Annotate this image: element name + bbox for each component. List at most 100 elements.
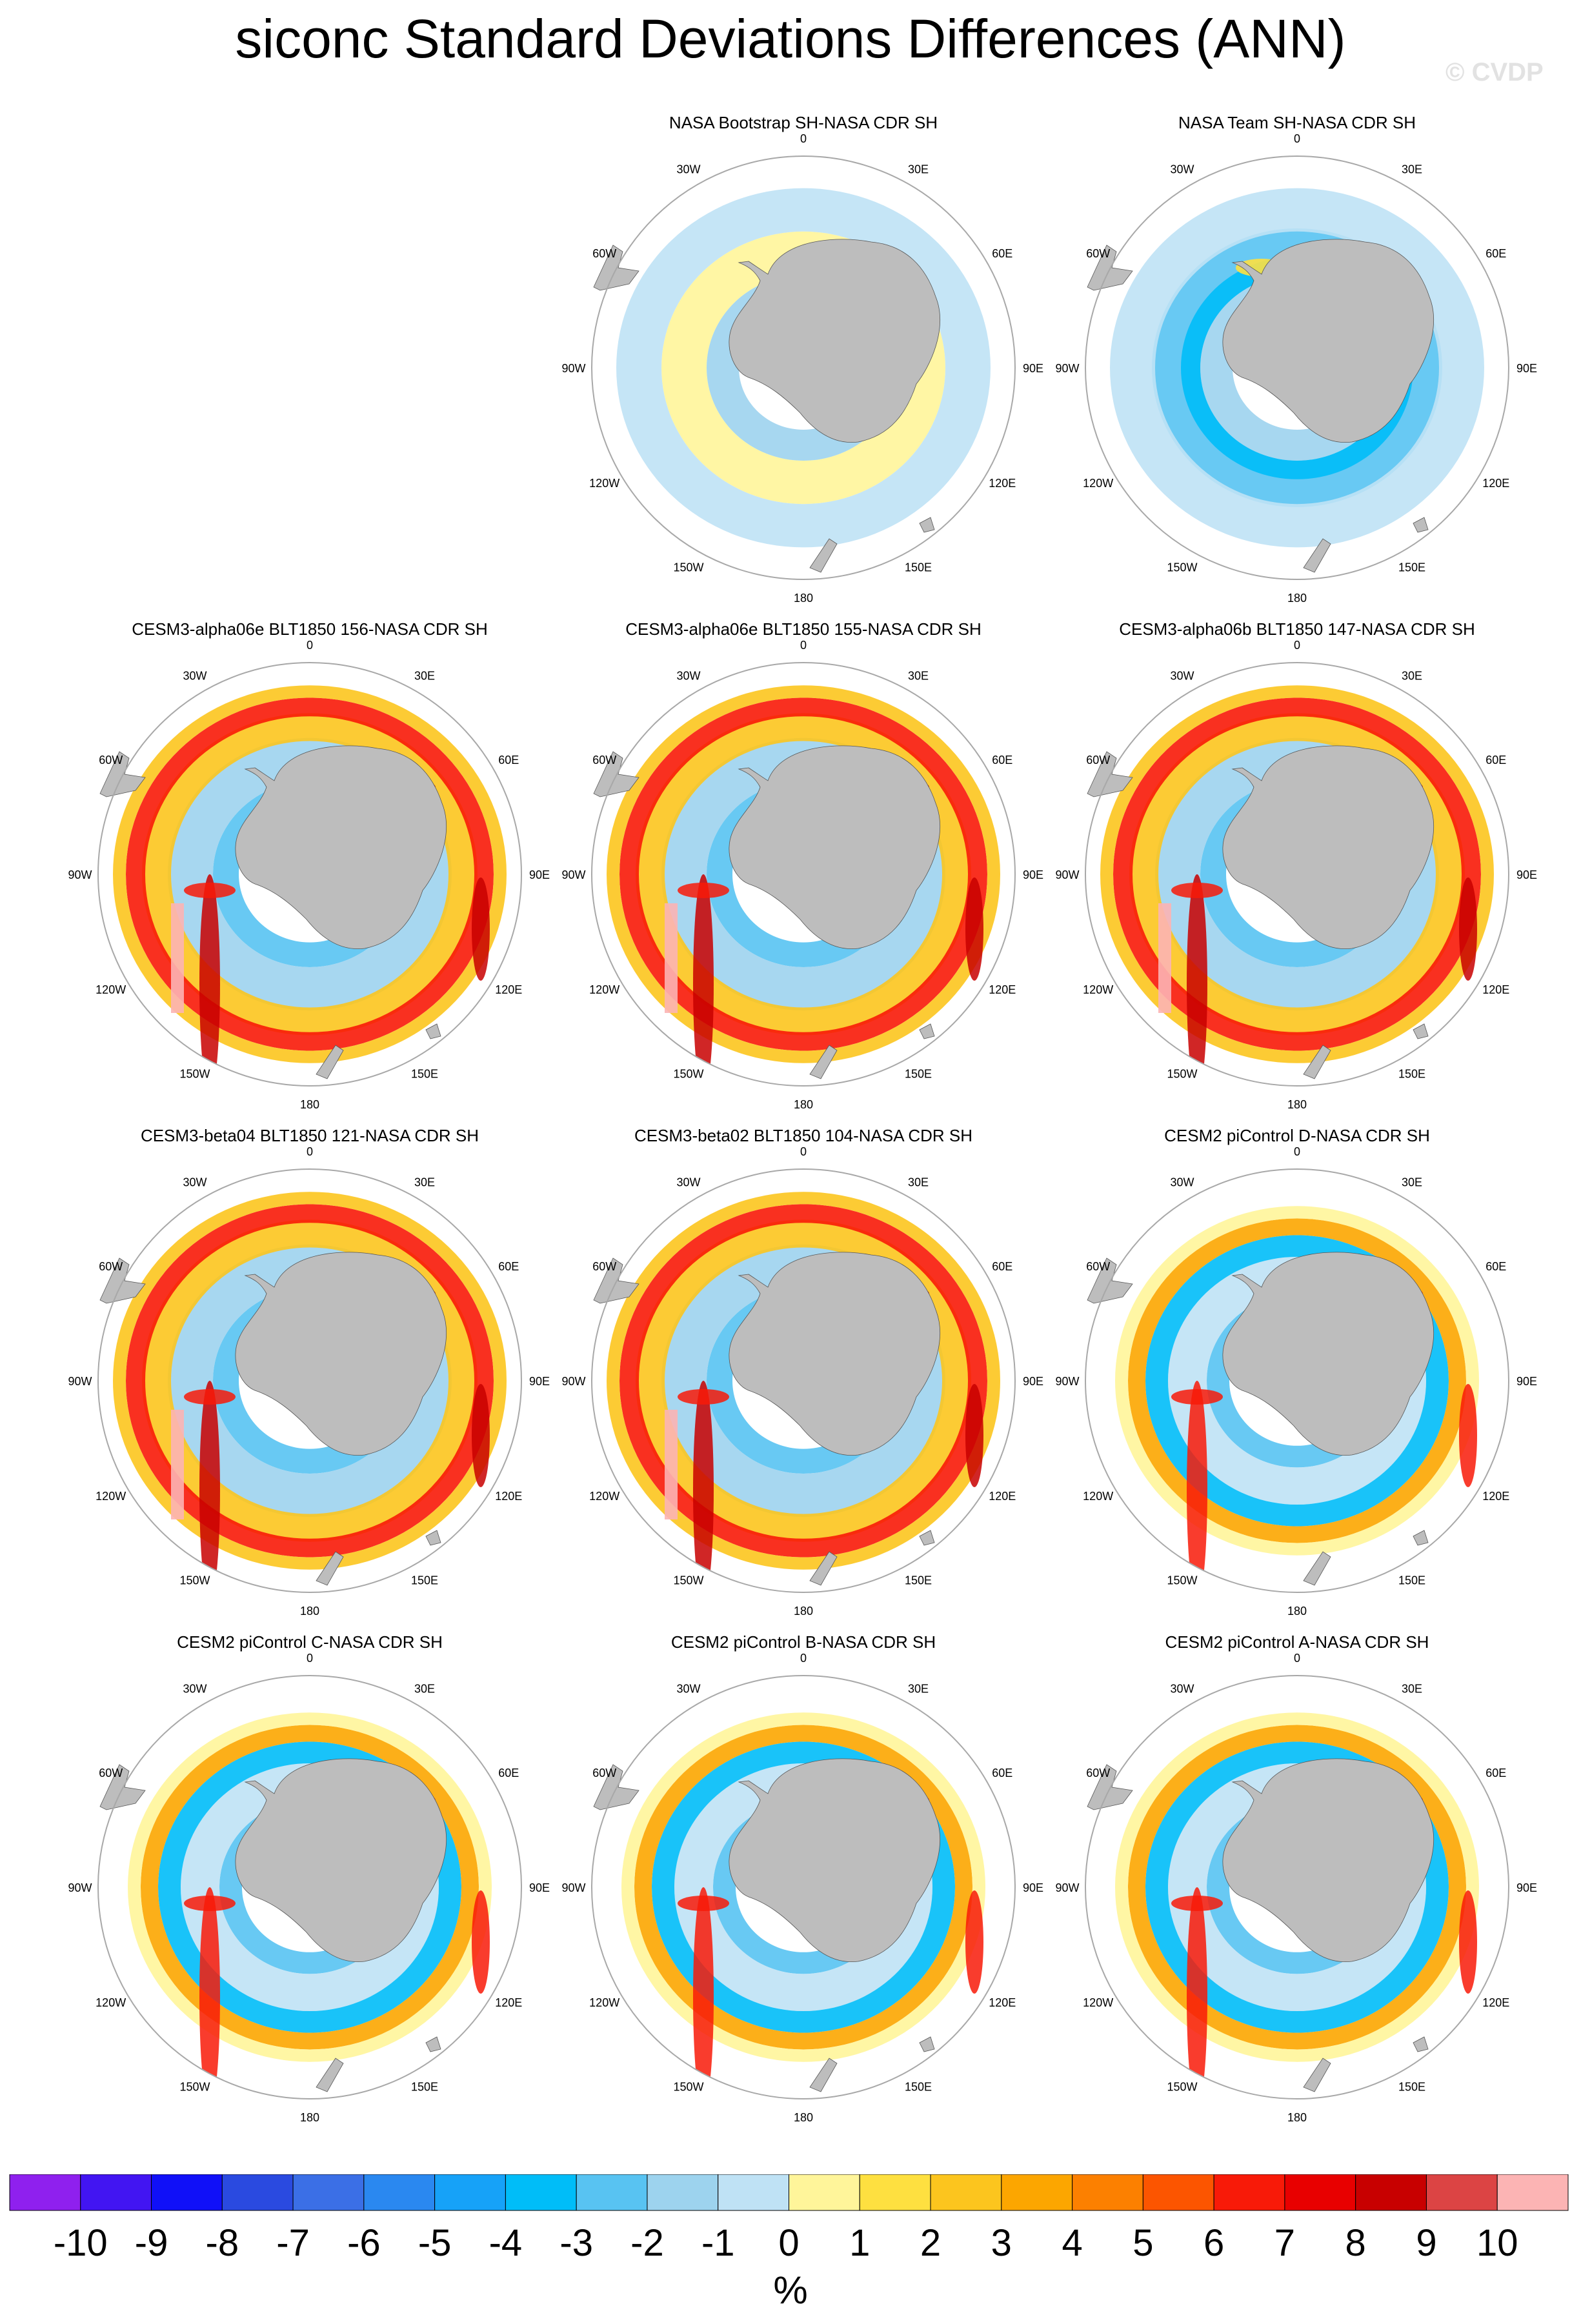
longitude-label: 60W	[592, 1767, 616, 1779]
anomaly-hotspot	[965, 1384, 983, 1487]
longitude-label: 60E	[1485, 1767, 1506, 1779]
panel-title: NASA Team SH-NASA CDR SH	[1178, 113, 1416, 132]
longitude-label: 120W	[96, 1490, 126, 1503]
colorbar-swatch	[221, 2174, 294, 2211]
longitude-label: 60E	[498, 1767, 519, 1779]
longitude-label: 90W	[561, 1881, 585, 1894]
colorbar-swatch	[647, 2174, 719, 2211]
longitude-label: 120E	[495, 1490, 522, 1503]
longitude-label: 30W	[676, 163, 700, 176]
longitude-label: 60W	[1086, 754, 1110, 766]
polar-map: 0 30E 60E 90E 120E 150E 180 150W 120W 90W 60W 30W	[68, 1145, 550, 1618]
antarctica-landmass	[235, 745, 447, 950]
longitude-label: 120E	[1482, 1490, 1509, 1503]
map-boundary	[1085, 662, 1509, 1087]
longitude-label: 30E	[908, 1176, 929, 1189]
longitude-label: 90W	[561, 1375, 585, 1388]
longitude-label: 0	[1294, 1652, 1300, 1665]
longitude-label: 180	[300, 1605, 319, 1618]
anomaly-hotspot	[665, 903, 678, 1013]
longitude-label: 120W	[1083, 1490, 1113, 1503]
longitude-label: 150W	[673, 561, 703, 574]
polar-map: 0 30E 60E 90E 120E 150E 180 150W 120W 90W 60W 30W	[68, 639, 550, 1111]
longitude-label: 90W	[1055, 868, 1079, 881]
colorbar: -10 -9 -8 -7 -6 -5 -4 -3 -2 -1 0 1 2 3 4 5 6 7 8 9 10	[9, 2174, 1569, 2264]
new-zealand-landmass	[1303, 1551, 1331, 1586]
map-panel: CESM3-alpha06b BLT1850 147-NASA CDR SH 0 3…	[1049, 619, 1546, 1129]
longitude-label: 180	[1287, 1605, 1307, 1618]
colorbar-tick-label: 2	[920, 2222, 941, 2264]
sea-ice-field	[616, 188, 991, 548]
longitude-label: 120E	[495, 983, 522, 996]
anomaly-hotspot	[472, 877, 490, 981]
new-zealand-landmass	[316, 1551, 344, 1586]
longitude-label: 30E	[1402, 670, 1422, 683]
map-panel: CESM2 piControl B-NASA CDR SH 0 30E 60E 90E 1…	[555, 1632, 1052, 2142]
longitude-label: 60W	[1086, 247, 1110, 260]
longitude-label: 150E	[905, 1574, 932, 1587]
longitude-label: 180	[794, 1605, 813, 1618]
longitude-label: 0	[800, 639, 807, 652]
longitude-label: 0	[307, 1145, 313, 1158]
tasmania-landmass	[919, 1530, 935, 1546]
colorbar-swatch	[1425, 2174, 1498, 2211]
sea-ice-field	[128, 1712, 492, 2099]
longitude-label: 120E	[495, 1996, 522, 2009]
colorbar-swatch	[1284, 2174, 1356, 2211]
map-boundary	[591, 155, 1016, 580]
colorbar-swatch	[718, 2174, 789, 2211]
longitude-label: 60W	[99, 1767, 123, 1779]
colorbar-tick-label: 1	[849, 2222, 870, 2264]
anomaly-hotspot	[171, 1410, 184, 1519]
map-boundary	[97, 1168, 522, 1593]
colorbar-tick-label: -5	[418, 2222, 452, 2264]
longitude-label: 60W	[99, 1260, 123, 1273]
longitude-label: 30E	[908, 670, 929, 683]
colorbar-swatch	[292, 2174, 365, 2211]
longitude-label: 180	[1287, 592, 1307, 605]
polar-map: 0 30E 60E 90E 120E 150E 180 150W 120W 90W 60W 30W	[1055, 1652, 1537, 2124]
anomaly-hotspot	[693, 874, 714, 1086]
colorbar-tick-label: -9	[135, 2222, 168, 2264]
longitude-label: 180	[300, 2111, 319, 2124]
longitude-label: 90W	[1055, 362, 1079, 375]
panel-title: CESM3-beta02 BLT1850 104-NASA CDR SH	[634, 1126, 973, 1145]
anomaly-hotspot	[693, 1381, 714, 1592]
longitude-label: 90E	[1023, 1375, 1043, 1388]
antarctica-landmass	[729, 745, 940, 950]
longitude-label: 150E	[905, 561, 932, 574]
longitude-label: 150W	[1167, 561, 1197, 574]
longitude-label: 90W	[68, 1881, 92, 1894]
sea-ice-field	[112, 685, 507, 1086]
longitude-label: 90E	[529, 1881, 550, 1894]
longitude-label: 150W	[179, 1574, 210, 1587]
anomaly-hotspot	[1187, 1887, 1207, 2099]
colorbar-swatch	[363, 2174, 436, 2211]
colorbar-tick-label: 6	[1203, 2222, 1224, 2264]
longitude-label: 150W	[673, 1574, 703, 1587]
longitude-label: 150W	[1167, 2080, 1197, 2093]
longitude-label: 30E	[1402, 1683, 1422, 1696]
longitude-label: 180	[1287, 1098, 1307, 1111]
polar-map: 0 30E 60E 90E 120E 150E 180 150W 120W 90W 60W 30W	[68, 1652, 550, 2124]
anomaly-hotspot	[171, 903, 184, 1013]
map-boundary	[1085, 155, 1509, 580]
colorbar-swatch	[859, 2174, 931, 2211]
colorbar-tick-label: -8	[206, 2222, 239, 2264]
longitude-label: 180	[1287, 2111, 1307, 2124]
new-zealand-landmass	[316, 1045, 344, 1079]
tasmania-landmass	[1413, 2036, 1429, 2052]
longitude-label: 30W	[183, 1683, 206, 1696]
longitude-label: 30W	[1170, 1683, 1194, 1696]
anomaly-hotspot	[1459, 877, 1477, 981]
colorbar-swatch	[1355, 2174, 1427, 2211]
colorbar-units: %	[773, 2269, 808, 2312]
longitude-label: 30W	[1170, 1176, 1194, 1189]
colorbar-swatch	[1142, 2174, 1214, 2211]
anomaly-hotspot	[1171, 883, 1223, 898]
longitude-label: 120W	[589, 983, 619, 996]
longitude-label: 90E	[1516, 868, 1537, 881]
longitude-label: 90W	[1055, 1881, 1079, 1894]
longitude-label: 90W	[1055, 1375, 1079, 1388]
panel-title: CESM2 piControl D-NASA CDR SH	[1164, 1126, 1430, 1145]
